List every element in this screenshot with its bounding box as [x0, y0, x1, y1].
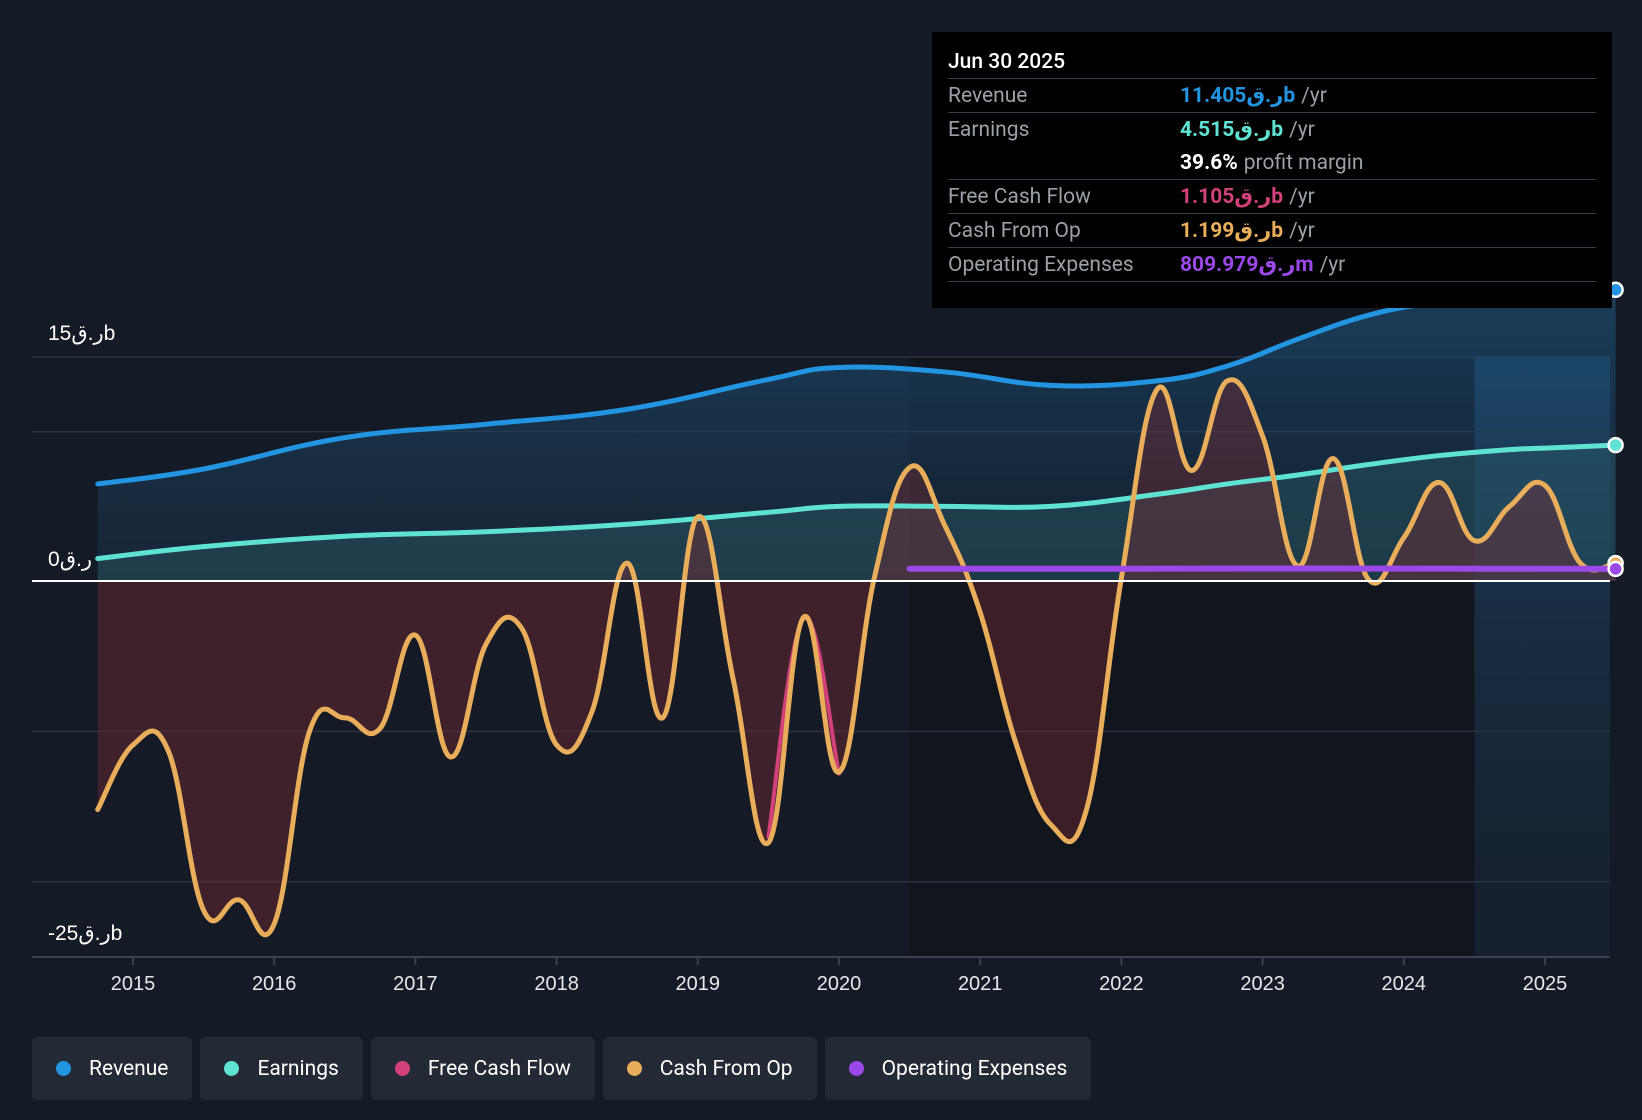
legend-item-operating-expenses[interactable]: Operating Expenses [824, 1037, 1092, 1100]
legend-dot-icon [56, 1061, 71, 1076]
legend-label: Revenue [89, 1056, 169, 1081]
x-tick-label: 2018 [534, 973, 579, 995]
earnings-line [95, 442, 1619, 562]
legend-dot-icon [394, 1061, 410, 1076]
tooltip-row: Free Cash Flow 1.105ر.قb/yr [948, 179, 1596, 213]
tooltip-row: Operating Expenses 809.979ر.قm/yr [948, 247, 1596, 282]
y-axis-bottom-label: -25ر.قb [48, 922, 122, 945]
tooltip-row-unit: profit margin [1243, 150, 1364, 175]
tooltip-row-value: 809.979ر.قm [1180, 253, 1314, 277]
x-tick-label: 2025 [1523, 973, 1568, 995]
legend-item-earnings[interactable]: Earnings [200, 1037, 363, 1100]
earnings-area [97, 445, 1616, 581]
legend-label: Cash From Op [659, 1056, 793, 1081]
y-axis-zero-label: 0ر.ق [48, 548, 92, 571]
tooltip-row-label: Cash From Op [948, 218, 1081, 243]
tooltip-row-value: 1.105ر.قb [1180, 185, 1284, 209]
legend-item-cash-from-op[interactable]: Cash From Op [602, 1037, 817, 1100]
x-tick-label: 2016 [252, 973, 297, 995]
tooltip-row-label: Earnings [948, 117, 1030, 142]
revenue-area [97, 289, 1616, 581]
legend-dot-icon [848, 1061, 864, 1076]
tooltip-row: Revenue 11.405ر.قb/yr [948, 78, 1596, 112]
tooltip-row-value: 1.199ر.قb [1180, 219, 1284, 243]
tooltip-row-value: 11.405ر.قb [1180, 84, 1296, 108]
legend-label: Free Cash Flow [427, 1056, 571, 1081]
x-tick-label: 2023 [1240, 973, 1285, 995]
tooltip-row-unit: /yr [1301, 83, 1327, 108]
legend-item-revenue[interactable]: Revenue [32, 1037, 193, 1100]
cash-from-op-area [97, 379, 1616, 935]
legend-dot-icon [626, 1061, 642, 1076]
x-tick-label: 2021 [958, 973, 1003, 995]
legend-label: Earnings [257, 1056, 339, 1081]
legend-item-free-cash-flow[interactable]: Free Cash Flow [370, 1037, 595, 1100]
tooltip-row: Cash From Op 1.199ر.قb/yr [948, 213, 1596, 247]
x-tick-label: 2015 [111, 973, 156, 995]
tooltip-date: Jun 30 2025 [948, 50, 1066, 74]
tooltip-row: 39.6% profit margin [948, 146, 1596, 179]
x-tick-label: 2024 [1382, 973, 1427, 995]
legend-dot-icon [224, 1061, 240, 1076]
operating-expenses-marker [1607, 560, 1624, 578]
tooltip-row-value: 4.515ر.قb [1180, 118, 1284, 142]
x-tick-label: 2020 [817, 973, 862, 995]
legend: Revenue Earnings Free Cash Flow Cash From O… [32, 1037, 1092, 1100]
x-tick-label: 2019 [676, 973, 721, 995]
tooltip-row-label: Revenue [948, 83, 1028, 108]
x-tick-label: 2017 [393, 973, 438, 995]
tooltip-row: Earnings 4.515ر.قb/yr [948, 112, 1596, 146]
tooltip-panel: Jun 30 2025 Revenue 11.405ر.قb/yr Earnings… [932, 32, 1612, 308]
earnings-marker [1607, 436, 1624, 454]
tooltip-row-unit: /yr [1289, 117, 1315, 142]
legend-label: Operating Expenses [881, 1056, 1068, 1081]
tooltip-row-label: Free Cash Flow [948, 184, 1091, 209]
x-tick-label: 2022 [1099, 973, 1144, 995]
tooltip-row-unit: /yr [1289, 218, 1315, 243]
tooltip-row-label: Operating Expenses [948, 252, 1134, 277]
tooltip-row-value: 39.6% [1180, 150, 1238, 175]
tooltip-row-unit: /yr [1319, 252, 1346, 277]
cash-from-op-line [95, 377, 1619, 938]
tooltip-row-unit: /yr [1289, 184, 1315, 209]
y-axis-top-label: 15ر.قb [48, 322, 115, 345]
